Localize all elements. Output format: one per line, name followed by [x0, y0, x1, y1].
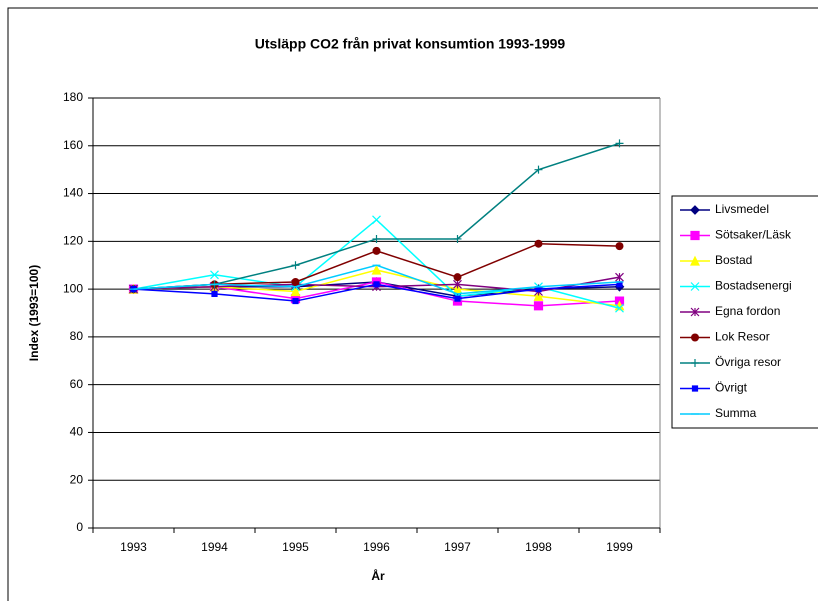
- legend-label: Bostadsenergi: [715, 279, 792, 293]
- marker: [690, 282, 700, 291]
- marker: [291, 261, 300, 270]
- marker: [615, 303, 624, 313]
- legend-label: Övrigt: [715, 381, 748, 395]
- marker: [211, 290, 218, 297]
- x-tick-label: 1996: [363, 540, 390, 554]
- marker: [454, 295, 461, 302]
- marker: [691, 333, 699, 342]
- marker: [453, 234, 462, 243]
- x-tick-label: 1993: [120, 540, 147, 554]
- y-tick-label: 120: [63, 234, 83, 248]
- legend-label: Lok Resor: [715, 330, 770, 344]
- marker: [615, 272, 624, 282]
- marker: [372, 215, 381, 225]
- marker: [533, 301, 544, 311]
- legend-label: Summa: [715, 406, 757, 420]
- y-tick-label: 40: [70, 425, 84, 439]
- legend-label: Egna fordon: [715, 304, 780, 318]
- x-tick-label: 1994: [201, 540, 228, 554]
- marker: [292, 297, 299, 305]
- marker: [372, 234, 381, 243]
- y-tick-label: 80: [70, 329, 84, 343]
- x-tick-label: 1998: [525, 540, 552, 554]
- x-axis-label: År: [371, 568, 385, 583]
- marker: [291, 277, 300, 286]
- marker: [371, 264, 382, 275]
- legend-label: Livsmedel: [715, 202, 769, 216]
- marker: [533, 290, 544, 301]
- y-axis-label: Index (1993=100): [27, 265, 41, 361]
- marker: [615, 139, 624, 148]
- x-tick-label: 1995: [282, 540, 309, 554]
- marker: [690, 255, 700, 266]
- legend-label: Bostad: [715, 253, 752, 267]
- marker: [453, 279, 462, 289]
- marker: [691, 359, 699, 367]
- x-tick-label: 1997: [444, 540, 471, 554]
- marker: [690, 307, 700, 317]
- x-tick-label: 1999: [606, 540, 633, 554]
- marker: [690, 205, 700, 215]
- y-tick-label: 60: [70, 377, 84, 391]
- marker: [615, 242, 624, 251]
- y-tick-label: 20: [70, 472, 84, 486]
- chart-title: Utsläpp CO2 från privat konsumtion 1993-…: [255, 36, 566, 52]
- marker: [691, 385, 699, 392]
- marker: [210, 270, 219, 280]
- marker: [453, 273, 462, 282]
- y-tick-label: 100: [63, 281, 83, 295]
- y-tick-label: 140: [63, 186, 83, 200]
- legend-label: Sötsaker/Läsk: [715, 228, 792, 242]
- y-tick-label: 160: [63, 138, 83, 152]
- y-tick-label: 0: [76, 520, 83, 534]
- y-tick-label: 180: [63, 90, 83, 104]
- marker: [290, 286, 301, 297]
- marker: [534, 165, 543, 174]
- marker: [690, 230, 700, 241]
- marker: [372, 246, 381, 255]
- marker: [534, 239, 543, 248]
- marker: [373, 281, 380, 288]
- legend-label: Övriga resor: [715, 355, 781, 369]
